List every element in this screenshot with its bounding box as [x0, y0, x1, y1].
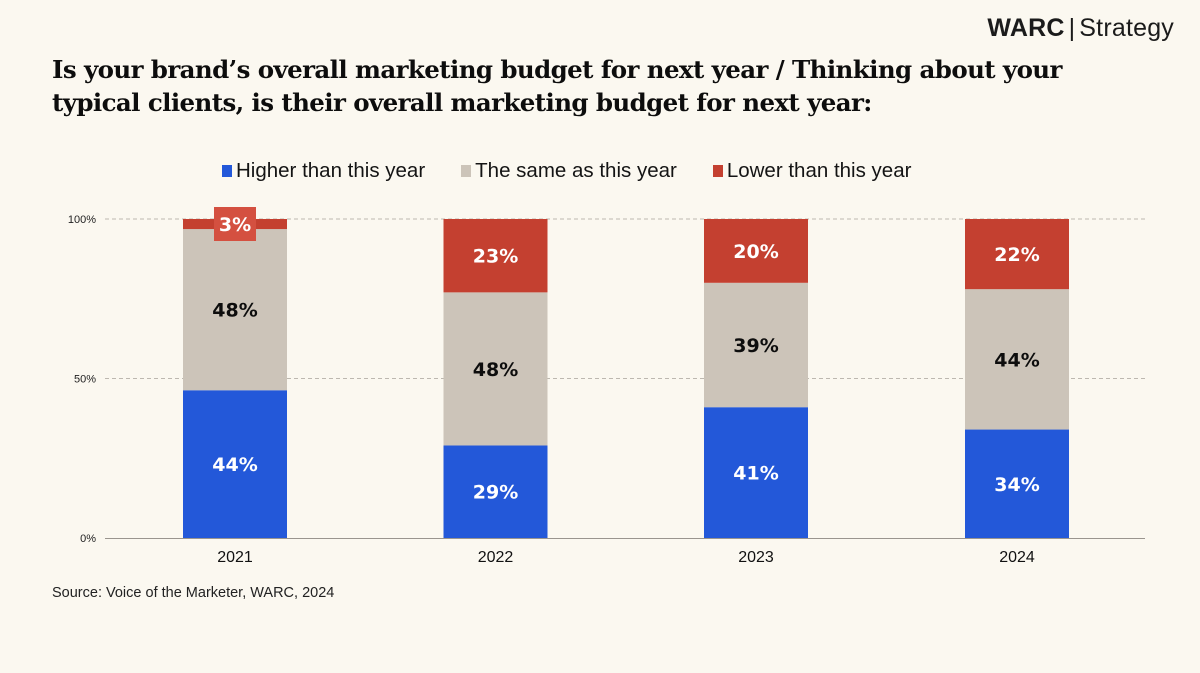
axes: 0% 50% 100% 2021 2022 2023 2024 [68, 214, 1145, 566]
value-label-2023-1: 39% [733, 335, 778, 357]
value-label-box [214, 207, 256, 241]
bar-segment-2024-0 [965, 429, 1069, 538]
brand-product: Strategy [1079, 14, 1174, 42]
value-label-2024-2: 22% [994, 244, 1039, 266]
legend-swatch-lower [712, 165, 723, 177]
legend-item-same: The same as this year [461, 159, 677, 183]
chart-title: Is your brand’s overall marketing budget… [52, 55, 1062, 117]
legend-swatch-same [461, 165, 472, 177]
value-label-2023-2: 20% [733, 241, 778, 263]
bar-segment-2021-0 [183, 390, 287, 538]
legend-label-same: The same as this year [475, 159, 677, 182]
bar-segment-2022-1 [443, 292, 548, 446]
bar-segment-2023-1 [704, 282, 808, 408]
value-label-2022-0: 29% [473, 482, 518, 504]
legend-label-higher: Higher than this year [236, 159, 426, 182]
x-tick-label-2024: 2024 [999, 549, 1035, 566]
x-tick-label-2023: 2023 [738, 549, 774, 566]
value-label-2022-2: 23% [473, 246, 518, 268]
x-tick-label-2022: 2022 [478, 549, 514, 566]
source-note: Source: Voice of the Marketer, WARC, 202… [52, 585, 335, 601]
value-label-2023-0: 41% [733, 463, 778, 485]
value-label-2021-0: 44% [212, 454, 257, 476]
x-tick-label-2021: 2021 [217, 549, 253, 566]
brand-separator: | [1068, 14, 1076, 42]
chart-legend: Higher than this year The same as this y… [222, 159, 911, 183]
value-label-2024-0: 34% [994, 474, 1039, 496]
y-tick-label: 100% [68, 214, 96, 226]
legend-swatch-higher [222, 165, 232, 177]
y-tick-label: 0% [80, 533, 96, 545]
brand-name: WARC [987, 14, 1065, 42]
gridlines [105, 218, 1145, 379]
bar-segment-2024-1 [965, 289, 1069, 430]
bar-segment-2021-1 [183, 229, 287, 391]
value-label-2021-1: 48% [212, 300, 257, 322]
value-label-2021-2: 3% [219, 214, 251, 236]
value-label-2024-1: 44% [994, 349, 1039, 371]
legend-label-lower: Lower than this year [726, 159, 912, 182]
legend-item-lower: Lower than this year [712, 159, 912, 183]
bar-segment-2022-2 [443, 219, 548, 293]
value-labels: 44% 48% 3% 29% 48% 23% 41% 39% 20% 34% 44% 22% [212, 207, 1040, 504]
bar-segment-2024-2 [965, 219, 1069, 290]
legend-item-higher: Higher than this year [222, 159, 425, 183]
brand-logo: WARC | Strategy [987, 14, 1174, 43]
value-label-2022-1: 48% [473, 359, 518, 381]
y-tick-label: 50% [74, 374, 96, 386]
bar-segment-2022-0 [443, 445, 548, 538]
bar-segment-2023-0 [704, 407, 808, 538]
bar-segment-2023-2 [704, 219, 808, 283]
bars [183, 219, 1069, 538]
